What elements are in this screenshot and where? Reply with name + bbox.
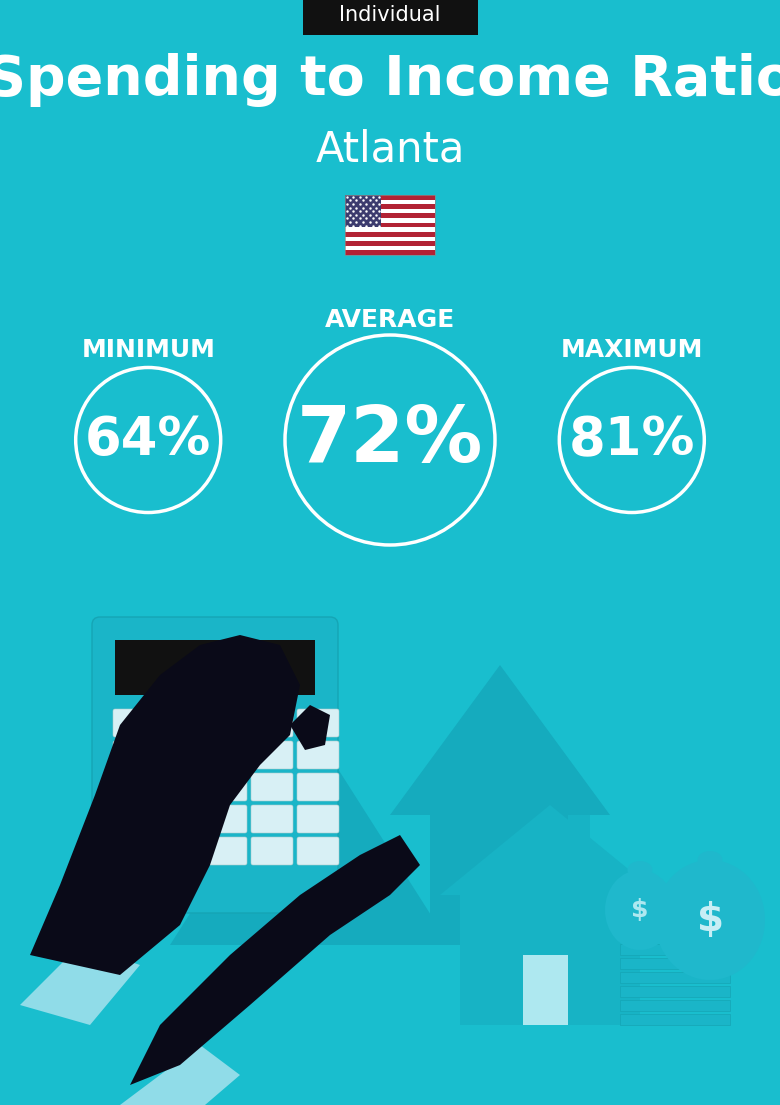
FancyBboxPatch shape: [345, 200, 435, 204]
Text: Atlanta: Atlanta: [315, 129, 465, 171]
FancyBboxPatch shape: [251, 709, 293, 737]
FancyBboxPatch shape: [297, 806, 339, 833]
FancyBboxPatch shape: [620, 972, 730, 983]
Text: Individual: Individual: [339, 6, 441, 25]
FancyBboxPatch shape: [620, 1000, 730, 1011]
Text: 64%: 64%: [85, 414, 211, 466]
Text: $: $: [697, 901, 724, 939]
Polygon shape: [440, 806, 660, 895]
FancyBboxPatch shape: [205, 741, 247, 769]
Polygon shape: [390, 665, 610, 945]
Polygon shape: [20, 945, 140, 1025]
FancyBboxPatch shape: [345, 241, 435, 245]
FancyBboxPatch shape: [345, 213, 435, 218]
FancyBboxPatch shape: [251, 774, 293, 801]
FancyBboxPatch shape: [113, 806, 155, 833]
Text: Spending to Income Ratio: Spending to Income Ratio: [0, 53, 780, 107]
FancyBboxPatch shape: [159, 774, 201, 801]
Ellipse shape: [655, 860, 765, 980]
FancyBboxPatch shape: [345, 204, 435, 209]
FancyBboxPatch shape: [345, 228, 435, 232]
FancyBboxPatch shape: [113, 741, 155, 769]
FancyBboxPatch shape: [251, 836, 293, 865]
FancyBboxPatch shape: [159, 806, 201, 833]
Text: 81%: 81%: [569, 414, 695, 466]
FancyBboxPatch shape: [159, 836, 201, 865]
Text: AVERAGE: AVERAGE: [325, 308, 455, 332]
Text: MINIMUM: MINIMUM: [81, 338, 215, 362]
FancyBboxPatch shape: [113, 836, 155, 865]
FancyBboxPatch shape: [523, 955, 568, 1025]
Text: $: $: [631, 898, 649, 922]
FancyBboxPatch shape: [113, 709, 155, 737]
FancyBboxPatch shape: [113, 774, 155, 801]
FancyBboxPatch shape: [251, 741, 293, 769]
FancyBboxPatch shape: [159, 709, 201, 737]
FancyBboxPatch shape: [205, 709, 247, 737]
FancyBboxPatch shape: [297, 836, 339, 865]
FancyBboxPatch shape: [345, 232, 435, 236]
Ellipse shape: [605, 870, 675, 950]
FancyBboxPatch shape: [620, 944, 730, 955]
Polygon shape: [120, 1045, 240, 1105]
FancyBboxPatch shape: [205, 836, 247, 865]
Text: MAXIMUM: MAXIMUM: [561, 338, 703, 362]
FancyBboxPatch shape: [345, 194, 435, 200]
FancyBboxPatch shape: [345, 245, 435, 251]
FancyBboxPatch shape: [460, 895, 640, 1025]
FancyBboxPatch shape: [345, 223, 435, 228]
Ellipse shape: [627, 861, 653, 878]
FancyBboxPatch shape: [297, 709, 339, 737]
FancyBboxPatch shape: [92, 617, 338, 913]
FancyBboxPatch shape: [297, 774, 339, 801]
FancyBboxPatch shape: [345, 218, 435, 223]
Polygon shape: [170, 725, 450, 945]
Ellipse shape: [697, 851, 722, 869]
FancyBboxPatch shape: [345, 251, 435, 255]
FancyBboxPatch shape: [568, 815, 590, 865]
FancyBboxPatch shape: [345, 194, 381, 228]
FancyBboxPatch shape: [620, 958, 730, 969]
FancyBboxPatch shape: [620, 986, 730, 997]
FancyBboxPatch shape: [297, 741, 339, 769]
FancyBboxPatch shape: [345, 236, 435, 241]
Polygon shape: [290, 705, 330, 750]
FancyBboxPatch shape: [345, 209, 435, 213]
FancyBboxPatch shape: [205, 806, 247, 833]
Polygon shape: [30, 635, 300, 975]
FancyBboxPatch shape: [251, 806, 293, 833]
FancyBboxPatch shape: [159, 741, 201, 769]
FancyBboxPatch shape: [115, 640, 315, 695]
Text: 72%: 72%: [297, 402, 483, 478]
FancyBboxPatch shape: [303, 0, 477, 35]
Polygon shape: [130, 835, 420, 1085]
FancyBboxPatch shape: [620, 1014, 730, 1025]
FancyBboxPatch shape: [205, 774, 247, 801]
